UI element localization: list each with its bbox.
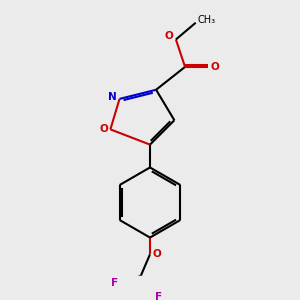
Text: O: O <box>99 124 108 134</box>
Text: CH₃: CH₃ <box>197 15 215 25</box>
Text: O: O <box>210 62 219 72</box>
Text: N: N <box>108 92 117 102</box>
Text: F: F <box>111 278 118 288</box>
Text: O: O <box>165 32 174 41</box>
Text: F: F <box>155 292 162 300</box>
Text: O: O <box>152 249 161 259</box>
